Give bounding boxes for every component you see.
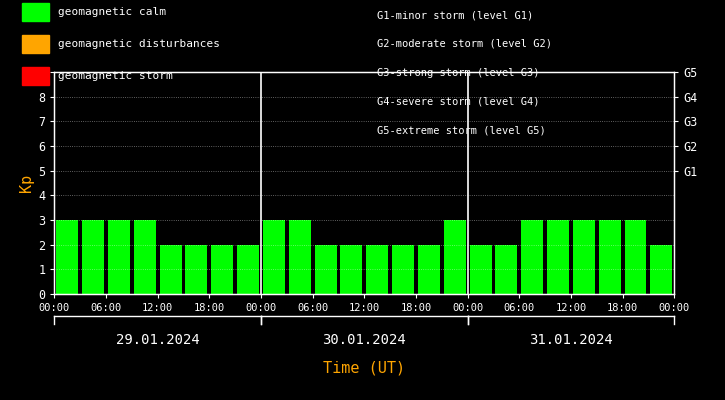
Bar	[82, 220, 104, 294]
Bar	[134, 220, 156, 294]
Bar	[521, 220, 543, 294]
Text: 30.01.2024: 30.01.2024	[323, 333, 406, 347]
Text: 31.01.2024: 31.01.2024	[529, 333, 613, 347]
Bar	[418, 245, 440, 294]
Bar	[495, 245, 518, 294]
Bar	[160, 245, 181, 294]
Bar	[57, 220, 78, 294]
Text: Time (UT): Time (UT)	[323, 360, 405, 376]
Bar	[624, 220, 647, 294]
Bar	[547, 220, 569, 294]
Bar	[108, 220, 130, 294]
Bar	[444, 220, 465, 294]
Bar	[211, 245, 233, 294]
Bar	[237, 245, 259, 294]
Bar	[573, 220, 594, 294]
Text: G1-minor storm (level G1): G1-minor storm (level G1)	[377, 10, 534, 20]
Text: geomagnetic storm: geomagnetic storm	[58, 71, 173, 81]
Bar	[392, 245, 414, 294]
Bar	[263, 220, 285, 294]
Text: G2-moderate storm (level G2): G2-moderate storm (level G2)	[377, 39, 552, 49]
Bar	[315, 245, 336, 294]
Bar	[366, 245, 388, 294]
Text: G4-severe storm (level G4): G4-severe storm (level G4)	[377, 96, 539, 106]
Text: geomagnetic calm: geomagnetic calm	[58, 7, 166, 17]
Bar	[289, 220, 311, 294]
Text: 29.01.2024: 29.01.2024	[116, 333, 199, 347]
Bar	[186, 245, 207, 294]
Bar	[341, 245, 362, 294]
Bar	[470, 245, 492, 294]
Bar	[599, 220, 621, 294]
Text: G5-extreme storm (level G5): G5-extreme storm (level G5)	[377, 125, 546, 135]
Text: geomagnetic disturbances: geomagnetic disturbances	[58, 39, 220, 49]
Text: G3-strong storm (level G3): G3-strong storm (level G3)	[377, 68, 539, 78]
Y-axis label: Kp: Kp	[19, 174, 34, 192]
Bar	[650, 245, 672, 294]
